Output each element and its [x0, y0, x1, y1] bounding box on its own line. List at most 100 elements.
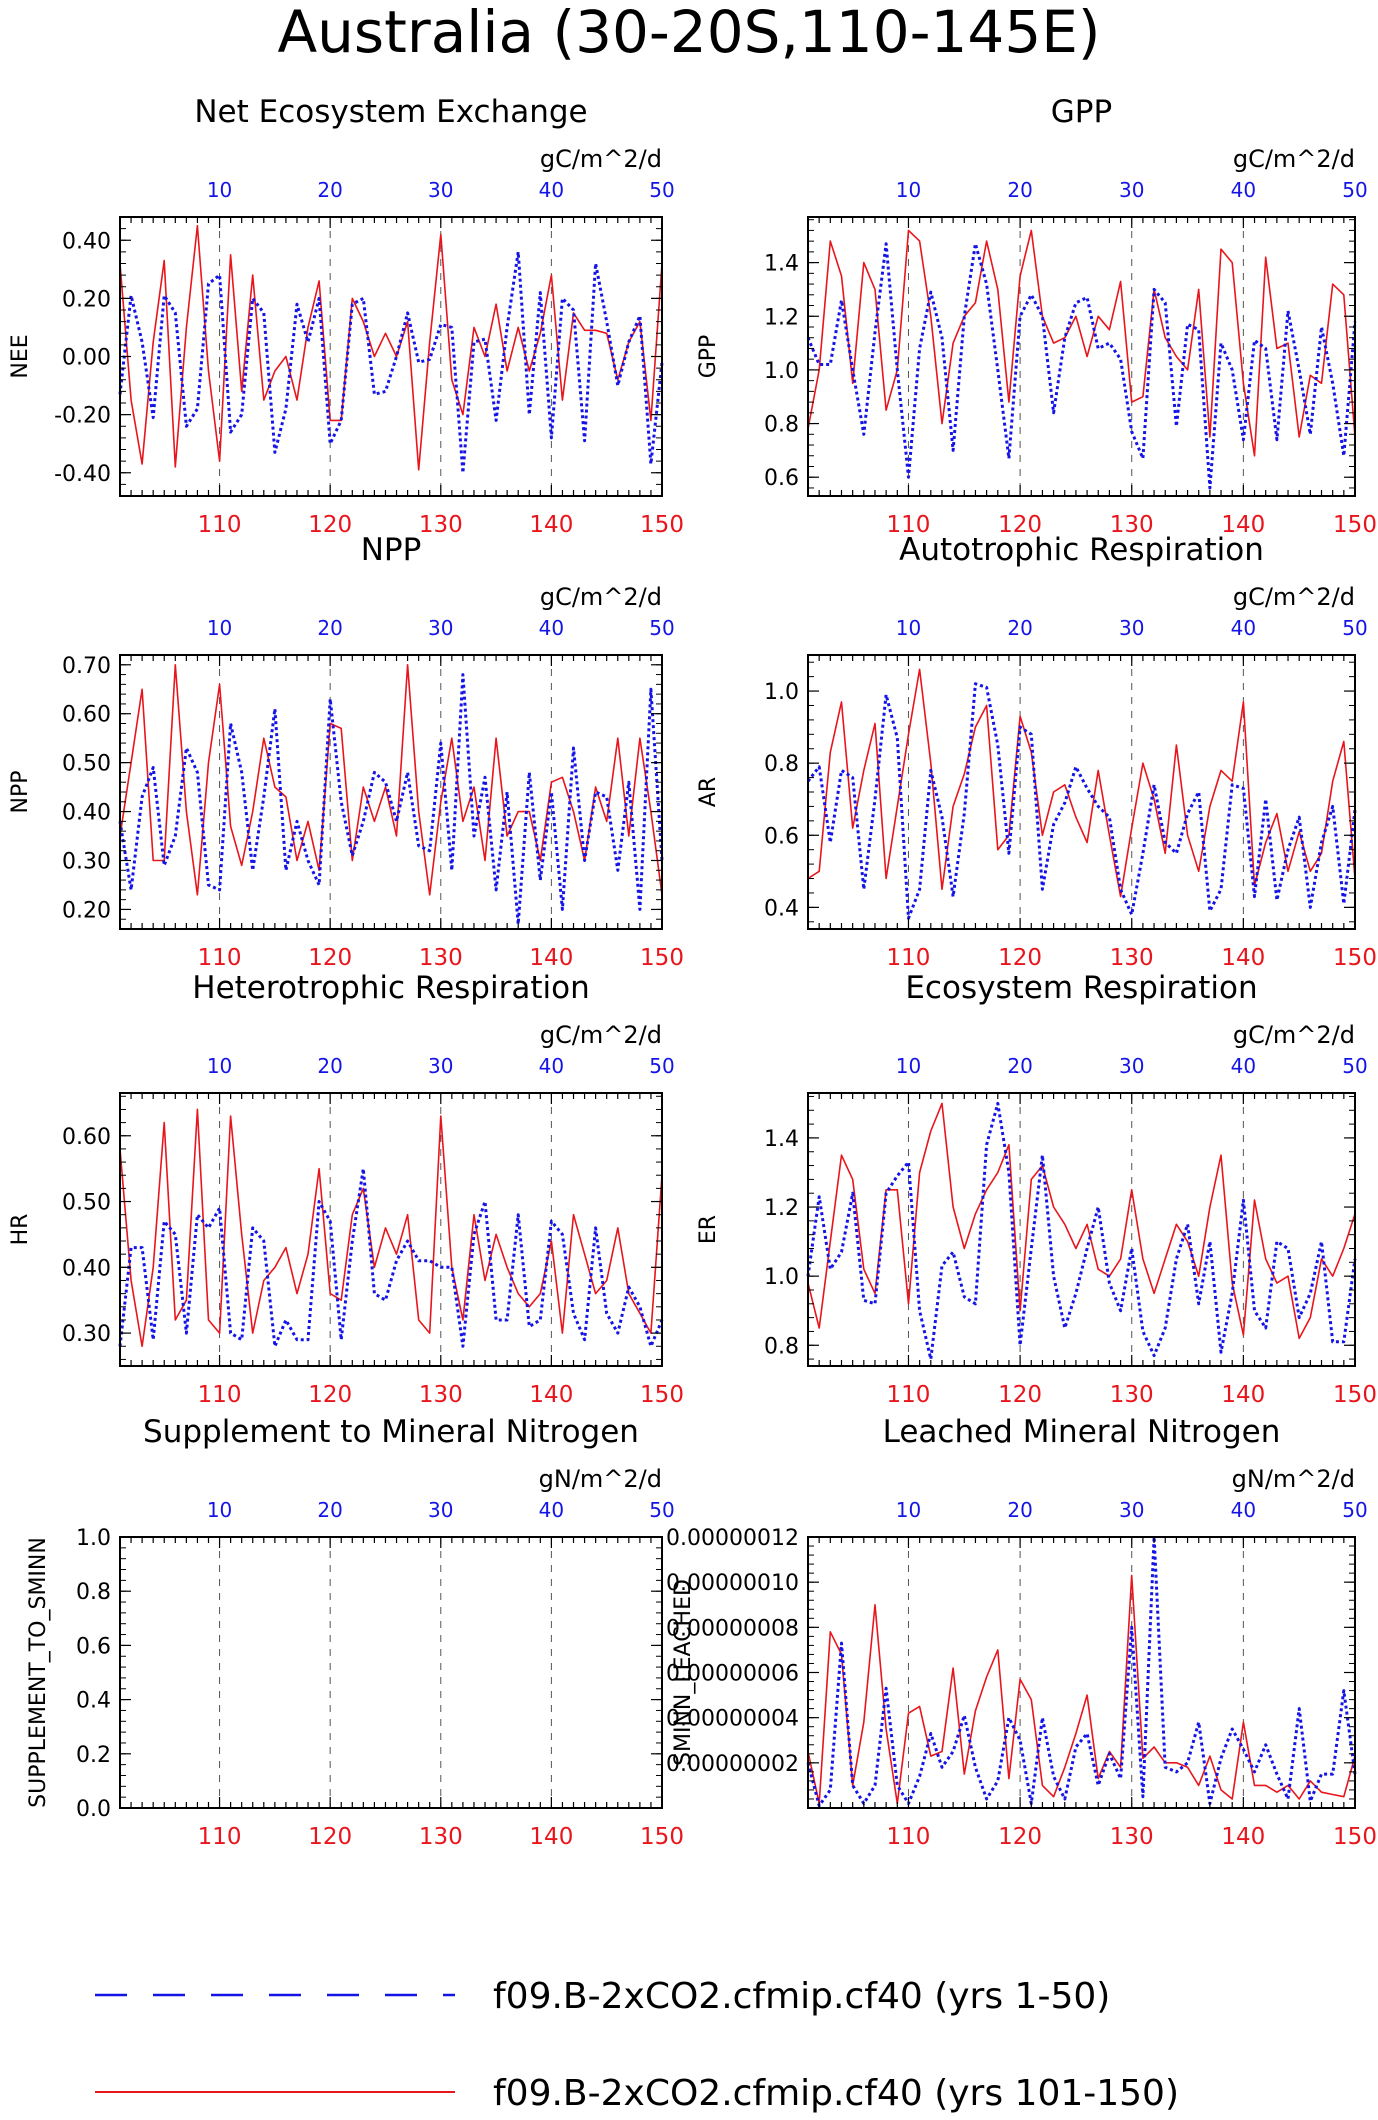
panel-5: Heterotrophic Respiration gC/m^2/d 110 120 1… — [8, 970, 684, 1408]
panel-title: Leached Mineral Nitrogen — [883, 1414, 1281, 1450]
x-tick-label-bottom: 110 — [887, 512, 931, 538]
panel-title: Ecosystem Respiration — [905, 970, 1257, 1006]
x-tick-label-top: 20 — [317, 616, 342, 640]
panel-title: Net Ecosystem Exchange — [194, 94, 587, 130]
legend-label-1: f09.B-2xCO2.cfmip.cf40 (yrs 1-50) — [493, 1976, 1110, 2017]
y-axis-label: NEE — [8, 334, 33, 378]
y-tick-label: 0.8 — [764, 1334, 799, 1359]
x-tick-label-bottom: 110 — [198, 945, 242, 971]
x-tick-label-bottom: 150 — [1333, 945, 1377, 971]
x-tick-label-top: 10 — [896, 616, 921, 640]
plot-frame — [807, 1092, 1356, 1367]
x-tick-label-bottom: 130 — [419, 512, 463, 538]
series-line-yrs-101-150 — [119, 224, 663, 471]
y-tick-label: 0.2 — [76, 1743, 111, 1768]
x-tick-label-bottom: 120 — [308, 945, 352, 971]
y-tick-label: 0.6 — [76, 1634, 111, 1659]
plot-frame — [119, 1092, 663, 1367]
y-tick-label: 0.40 — [62, 1256, 111, 1281]
x-tick-label-top: 50 — [649, 1054, 674, 1078]
y-axis-label: AR — [696, 777, 721, 807]
y-tick-label: 0.50 — [62, 752, 111, 777]
x-tick-label-top: 10 — [207, 1498, 232, 1522]
panel-title: Heterotrophic Respiration — [192, 970, 589, 1006]
series-line-yrs-1-50 — [118, 1167, 664, 1348]
y-tick-label: 0.00000012 — [666, 1526, 799, 1551]
panel-1: Net Ecosystem Exchange gC/m^2/d 110 120 130 1… — [8, 94, 684, 538]
x-tick-label-top: 30 — [1119, 178, 1144, 202]
y-tick-label: 0.40 — [62, 229, 111, 254]
x-tick-label-top: 50 — [1342, 1054, 1367, 1078]
panel-4: Autotrophic Respiration gC/m^2/d 110 120 130… — [696, 532, 1377, 971]
x-tick-label-bottom: 140 — [529, 945, 573, 971]
y-axis-label: NPP — [8, 771, 33, 814]
y-tick-label: 0.50 — [62, 1191, 111, 1216]
panel-7: Supplement to Mineral Nitrogen gN/m^2/d 11… — [26, 1414, 684, 1850]
units-label: gN/m^2/d — [539, 1465, 662, 1493]
x-tick-label-bottom: 150 — [1333, 1824, 1377, 1850]
panel-2: GPP gC/m^2/d 110 120 130 140 150 10 20 30 40 50 0.6 0… — [696, 94, 1377, 538]
units-label: gC/m^2/d — [540, 1021, 662, 1049]
plot-frame — [119, 654, 663, 930]
x-tick-label-top: 20 — [1007, 1498, 1032, 1522]
figure-title: Australia (30-20S,110-145E) — [277, 0, 1100, 66]
x-tick-label-top: 30 — [1119, 616, 1144, 640]
y-tick-label: 0.00000004 — [666, 1707, 799, 1732]
x-tick-label-top: 20 — [1007, 1054, 1032, 1078]
y-tick-label: 0.6 — [764, 466, 799, 491]
x-tick-label-bottom: 120 — [998, 1824, 1042, 1850]
x-tick-label-top: 40 — [539, 1054, 564, 1078]
legend-label-2: f09.B-2xCO2.cfmip.cf40 (yrs 101-150) — [493, 2073, 1179, 2114]
y-axis-label: GPP — [696, 335, 721, 379]
x-tick-label-top: 10 — [207, 178, 232, 202]
x-tick-label-top: 10 — [207, 1054, 232, 1078]
x-tick-label-top: 30 — [1119, 1054, 1144, 1078]
x-tick-label-bottom: 110 — [198, 1382, 242, 1408]
x-tick-label-top: 20 — [317, 1498, 342, 1522]
y-tick-label: 0.00000008 — [666, 1616, 799, 1641]
panel-title: GPP — [1051, 94, 1112, 130]
y-tick-label: 0.00000010 — [666, 1571, 799, 1596]
x-tick-label-bottom: 140 — [529, 1824, 573, 1850]
y-tick-label: 0.60 — [62, 703, 111, 728]
units-label: gC/m^2/d — [1233, 583, 1355, 611]
y-tick-label: 1.0 — [76, 1526, 111, 1551]
x-tick-label-top: 10 — [207, 616, 232, 640]
y-tick-label: 0.20 — [62, 898, 111, 923]
y-tick-label: 0.6 — [764, 824, 799, 849]
x-tick-label-bottom: 130 — [1110, 945, 1154, 971]
x-tick-label-top: 30 — [428, 616, 453, 640]
y-tick-label: 0.30 — [62, 1322, 111, 1347]
y-tick-label: 0.8 — [764, 413, 799, 438]
series-line-yrs-1-50 — [806, 682, 1357, 920]
panel-8: Leached Mineral Nitrogen gN/m^2/d 110 120 13… — [666, 1414, 1377, 1850]
x-tick-label-bottom: 130 — [419, 1824, 463, 1850]
x-tick-label-top: 40 — [539, 178, 564, 202]
x-tick-label-top: 50 — [1342, 616, 1367, 640]
x-tick-label-bottom: 140 — [529, 512, 573, 538]
x-tick-label-top: 30 — [428, 178, 453, 202]
series-line-yrs-1-50 — [806, 1535, 1357, 1808]
series-line-yrs-101-150 — [807, 229, 1356, 457]
x-tick-label-bottom: 120 — [998, 1382, 1042, 1408]
panels: Net Ecosystem Exchange gC/m^2/d 110 120 130 1… — [8, 94, 1377, 1850]
series-line-yrs-101-150 — [119, 1108, 663, 1348]
panel-title: Supplement to Mineral Nitrogen — [143, 1414, 639, 1450]
x-tick-label-bottom: 110 — [887, 1824, 931, 1850]
x-tick-label-bottom: 110 — [887, 945, 931, 971]
x-tick-label-top: 10 — [896, 178, 921, 202]
x-tick-label-top: 40 — [539, 616, 564, 640]
y-axis-label: SMINN_LEACHED — [671, 1579, 696, 1766]
y-tick-label: 1.0 — [764, 1265, 799, 1290]
y-tick-label: 0.40 — [62, 801, 111, 826]
x-tick-label-top: 20 — [1007, 616, 1032, 640]
y-tick-label: 1.2 — [764, 1196, 799, 1221]
y-tick-label: 1.2 — [764, 305, 799, 330]
x-tick-label-bottom: 150 — [640, 512, 684, 538]
x-tick-label-top: 20 — [317, 1054, 342, 1078]
x-tick-label-bottom: 150 — [640, 1382, 684, 1408]
plot-frame — [119, 1536, 663, 1809]
units-label: gC/m^2/d — [540, 145, 662, 173]
x-tick-label-top: 50 — [649, 616, 674, 640]
y-tick-label: -0.40 — [54, 462, 111, 487]
